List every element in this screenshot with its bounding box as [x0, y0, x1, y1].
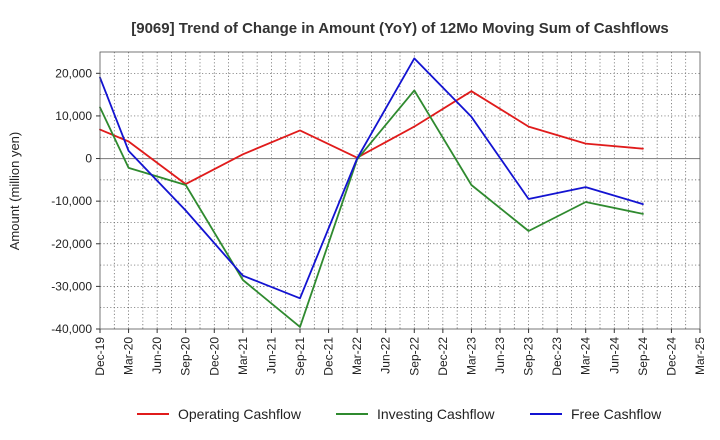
x-tick-label: Mar-25: [693, 337, 707, 375]
y-tick-label: -20,000: [51, 237, 92, 251]
y-tick-label: 20,000: [55, 66, 92, 80]
x-tick-label: Sep-20: [179, 337, 193, 376]
legend-label-operating-cashflow: Operating Cashflow: [178, 406, 302, 422]
x-tick-label: Mar-22: [350, 337, 364, 375]
x-axis-ticks: Dec-19 Mar-20 Jun-20 Sep-20 Dec-20 Mar-21 Jun-…: [93, 329, 707, 376]
x-tick-label: Dec-22: [436, 337, 450, 376]
x-tick-label: Dec-20: [207, 337, 221, 376]
series-layer: [99, 57, 644, 328]
x-tick-label: Jun-23: [493, 337, 507, 374]
x-tick-label: Sep-24: [636, 337, 650, 376]
plot-frame: [99, 51, 701, 330]
x-tick-label: Dec-23: [550, 337, 564, 376]
y-tick-label: -40,000: [51, 322, 92, 336]
y-axis-ticks: 20,000 10,000 0 -10,000 -20,000 -30,000 -40,00…: [51, 66, 100, 336]
plot-frame-layer: [99, 51, 701, 330]
x-tick-label: Mar-24: [579, 337, 593, 375]
x-tick-label: Jun-24: [607, 337, 621, 374]
y-tick-label: -10,000: [51, 194, 92, 208]
x-tick-label: Jun-20: [150, 337, 164, 374]
x-tick-label: Dec-24: [664, 337, 678, 376]
series-line-free-cashflow: [99, 57, 644, 300]
chart-title: [9069] Trend of Change in Amount (YoY) o…: [131, 20, 669, 37]
x-tick-label: Sep-21: [293, 337, 307, 376]
x-tick-label: Sep-23: [522, 337, 536, 376]
x-tick-label: Mar-21: [236, 337, 250, 375]
x-tick-label: Dec-19: [93, 337, 107, 376]
y-tick-label: -30,000: [51, 279, 92, 293]
x-tick-label: Sep-22: [407, 337, 421, 376]
x-tick-label: Jun-22: [379, 337, 393, 374]
x-tick-label: Mar-23: [464, 337, 478, 375]
legend-label-free-cashflow: Free Cashflow: [571, 406, 662, 422]
x-tick-label: Mar-20: [122, 337, 136, 375]
legend-label-investing-cashflow: Investing Cashflow: [377, 406, 495, 422]
y-axis-label: Amount (million yen): [7, 132, 22, 251]
legend: Operating Cashflow Investing Cashflow Free…: [137, 406, 662, 422]
x-tick-label: Jun-21: [264, 337, 278, 374]
gridlines: [100, 52, 700, 329]
y-tick-label: 0: [85, 152, 92, 166]
x-tick-label: Dec-21: [322, 337, 336, 376]
y-tick-label: 10,000: [55, 109, 92, 123]
